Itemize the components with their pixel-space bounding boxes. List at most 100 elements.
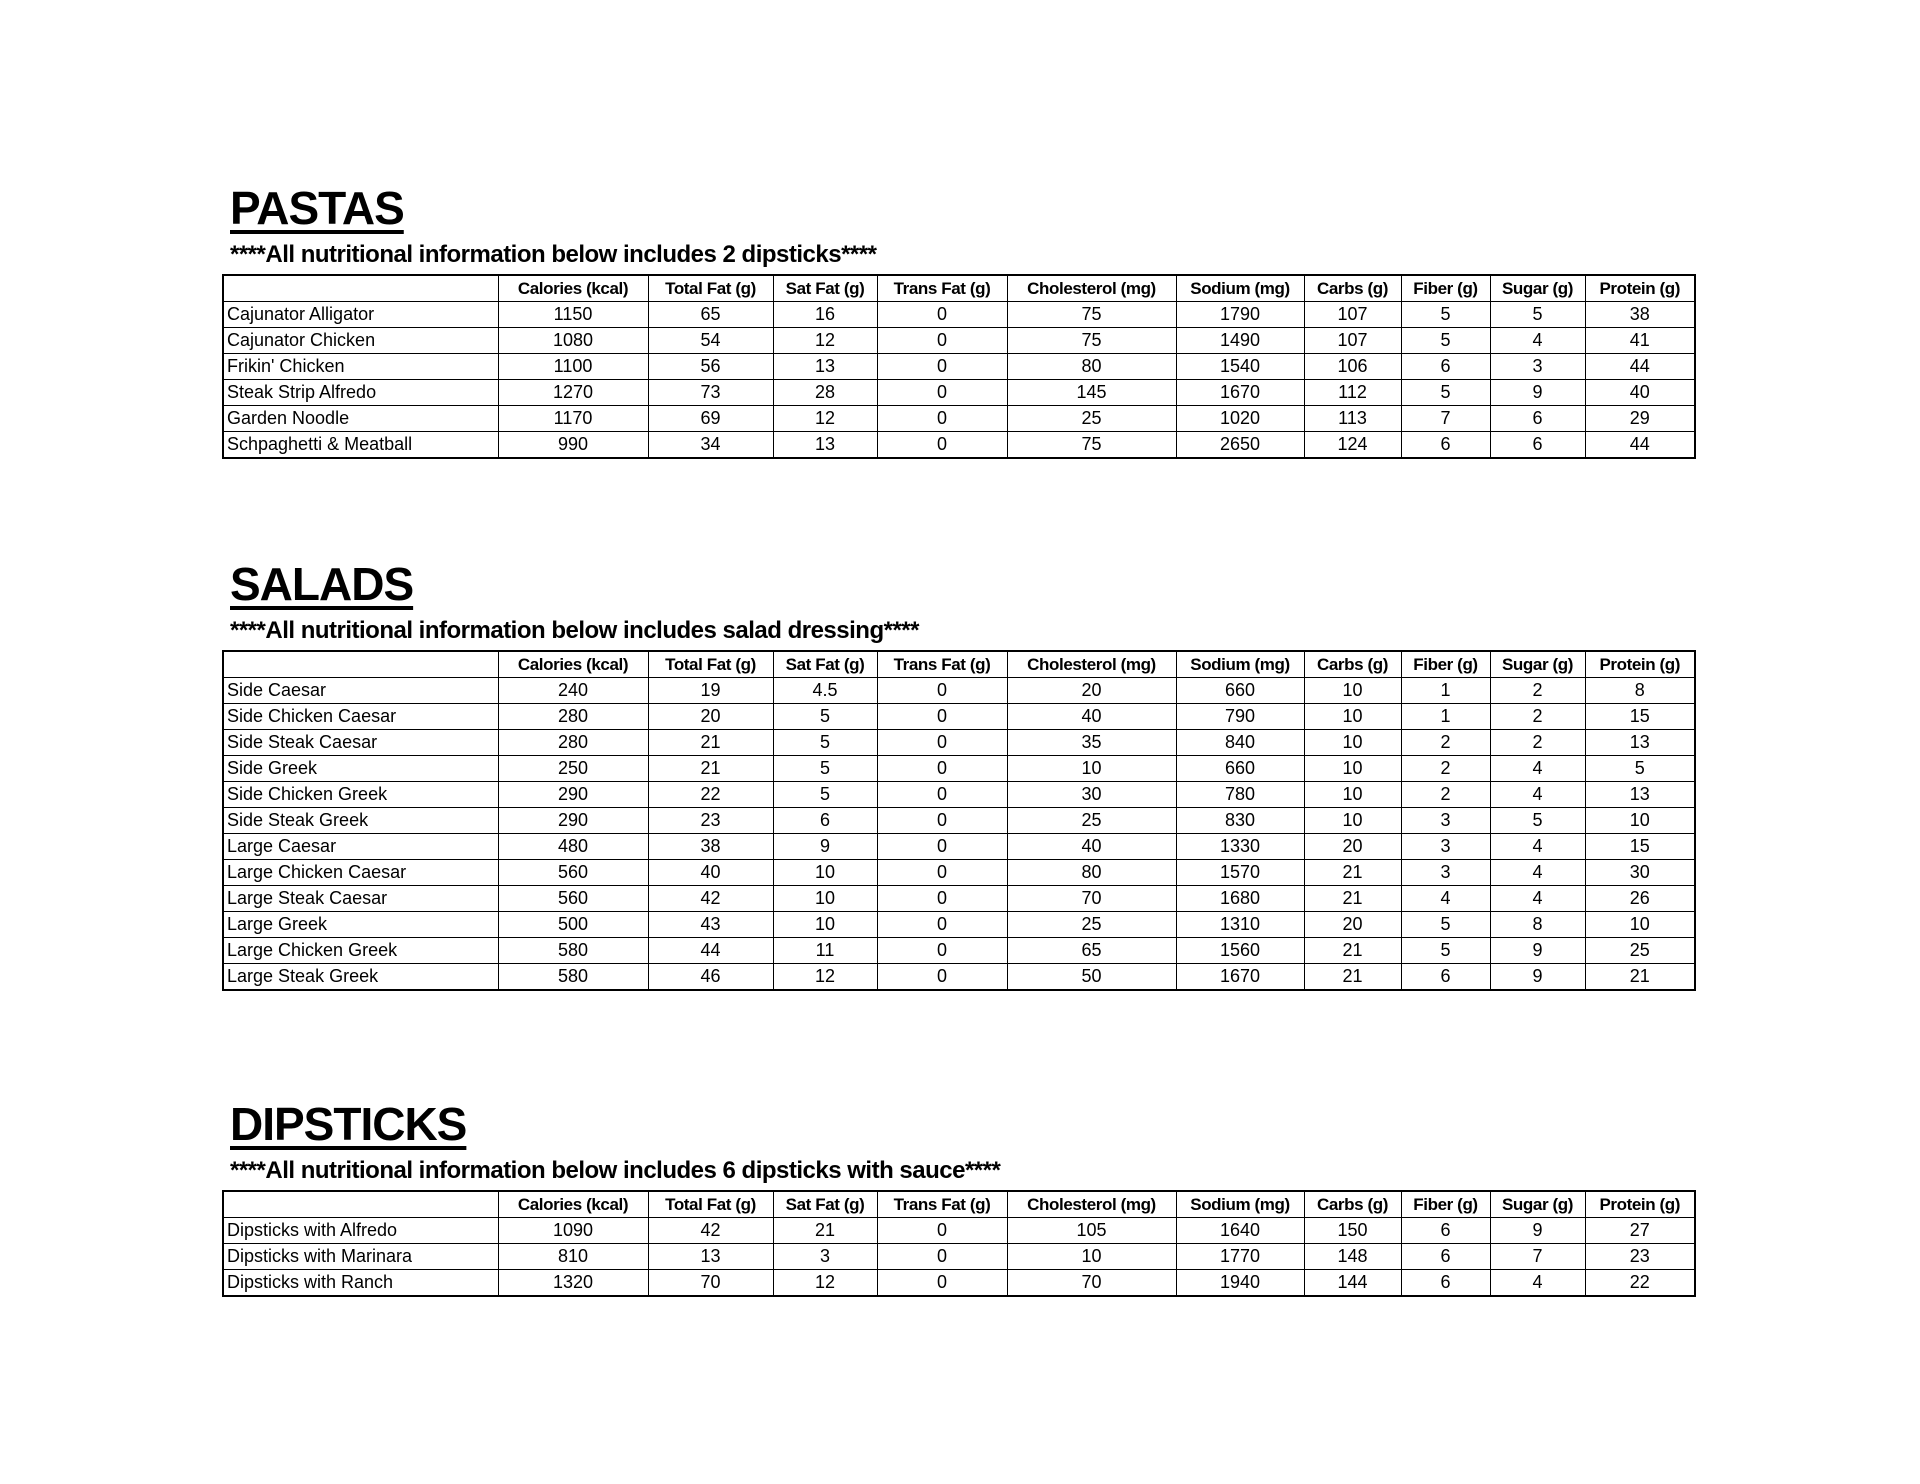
item-name: Large Steak Greek [222, 963, 499, 991]
nutrient-value: 13 [1584, 729, 1696, 756]
nutrient-value: 5 [1400, 301, 1491, 328]
nutrient-value: 30 [1006, 781, 1177, 808]
nutrient-value: 10 [1303, 781, 1402, 808]
nutrient-value: 9 [1489, 1217, 1586, 1244]
nutrient-value: 0 [876, 1269, 1008, 1297]
nutrient-value: 5 [1400, 379, 1491, 406]
nutrient-value: 21 [647, 755, 774, 782]
blank-header [223, 651, 498, 678]
table-row: Side Chicken Greek 290 22 5 0 30 780 10 2 4 13 [222, 781, 1696, 808]
nutrient-value: 2 [1489, 677, 1586, 704]
item-name: Cajunator Chicken [222, 327, 499, 354]
nutrition-table: Calories (kcal) Total Fat (g) Sat Fat (g) T… [222, 274, 1696, 459]
nutrient-value: 8 [1489, 911, 1586, 938]
nutrient-value: 10 [1584, 807, 1696, 834]
nutrient-value: 6 [1400, 1243, 1491, 1270]
nutrient-value: 3 [772, 1243, 878, 1270]
nutrient-value: 46 [647, 963, 774, 991]
nutrient-value: 30 [1584, 859, 1696, 886]
nutrient-value: 0 [876, 353, 1008, 380]
nutrient-value: 25 [1006, 807, 1177, 834]
nutrient-value: 4 [1489, 885, 1586, 912]
nutrient-value: 25 [1006, 405, 1177, 432]
nutrient-value: 0 [876, 1243, 1008, 1270]
nutrient-value: 75 [1006, 431, 1177, 459]
nutrient-value: 1020 [1175, 405, 1305, 432]
item-name: Dipsticks with Marinara [222, 1243, 499, 1270]
nutrient-value: 1770 [1175, 1243, 1305, 1270]
nutrient-value: 480 [497, 833, 649, 860]
nutrient-value: 107 [1303, 301, 1402, 328]
nutrient-value: 148 [1303, 1243, 1402, 1270]
nutrient-value: 580 [497, 963, 649, 991]
header-row: Calories (kcal) Total Fat (g) Sat Fat (g) T… [223, 650, 1696, 678]
nutrient-value: 5 [1584, 755, 1696, 782]
nutrient-value: 112 [1303, 379, 1402, 406]
column-header: Fiber (g) [1400, 1190, 1491, 1218]
table-row: Steak Strip Alfredo 1270 73 28 0 145 1670 112 5 9… [222, 379, 1696, 406]
nutrient-value: 12 [772, 327, 878, 354]
nutrient-value: 1640 [1175, 1217, 1305, 1244]
nutrient-value: 12 [772, 405, 878, 432]
nutrient-value: 21 [647, 729, 774, 756]
nutrient-value: 1 [1400, 677, 1491, 704]
section-title: SALADS [230, 558, 414, 610]
column-header: Sugar (g) [1489, 274, 1586, 302]
nutrient-value: 3 [1400, 833, 1491, 860]
nutrient-value: 26 [1584, 885, 1696, 912]
item-name: Side Chicken Caesar [222, 703, 499, 730]
nutrient-value: 1560 [1175, 937, 1305, 964]
item-name: Side Greek [222, 755, 499, 782]
nutrient-value: 42 [647, 885, 774, 912]
column-header: Trans Fat (g) [876, 650, 1008, 678]
column-header: Carbs (g) [1303, 1190, 1402, 1218]
nutrient-value: 65 [647, 301, 774, 328]
column-header: Sodium (mg) [1175, 1190, 1305, 1218]
nutrient-value: 10 [772, 885, 878, 912]
item-name: Side Steak Caesar [222, 729, 499, 756]
nutrient-value: 70 [1006, 885, 1177, 912]
nutrient-value: 0 [876, 301, 1008, 328]
nutrient-value: 7 [1489, 1243, 1586, 1270]
nutrient-value: 1540 [1175, 353, 1305, 380]
item-name: Side Caesar [222, 677, 499, 704]
nutrient-value: 19 [647, 677, 774, 704]
nutrient-value: 13 [1584, 781, 1696, 808]
nutrient-value: 10 [1584, 911, 1696, 938]
nutrient-value: 20 [1303, 911, 1402, 938]
table-row: Cajunator Chicken 1080 54 12 0 75 1490 107 5 4 41 [222, 327, 1696, 354]
nutrient-value: 20 [647, 703, 774, 730]
nutrient-value: 70 [1006, 1269, 1177, 1297]
nutrient-value: 34 [647, 431, 774, 459]
nutrient-value: 38 [647, 833, 774, 860]
nutrient-value: 280 [497, 729, 649, 756]
nutrient-value: 10 [1303, 807, 1402, 834]
nutrient-value: 5 [1400, 937, 1491, 964]
column-header: Trans Fat (g) [876, 1190, 1008, 1218]
nutrient-value: 1670 [1175, 963, 1305, 991]
nutrient-value: 660 [1175, 677, 1305, 704]
nutrient-value: 40 [647, 859, 774, 886]
nutrient-value: 3 [1400, 859, 1491, 886]
nutrient-value: 43 [647, 911, 774, 938]
nutrient-value: 840 [1175, 729, 1305, 756]
nutrition-table: Calories (kcal) Total Fat (g) Sat Fat (g) T… [222, 1190, 1696, 1297]
table-row: Cajunator Alligator 1150 65 16 0 75 1790 107 5 5 3… [222, 301, 1696, 328]
nutrient-value: 12 [772, 963, 878, 991]
nutrient-value: 65 [1006, 937, 1177, 964]
item-name: Large Steak Caesar [222, 885, 499, 912]
nutrient-value: 1 [1400, 703, 1491, 730]
nutrient-value: 9 [1489, 379, 1586, 406]
nutrient-value: 44 [1584, 431, 1696, 459]
column-header: Sat Fat (g) [772, 274, 878, 302]
nutrient-value: 9 [1489, 963, 1586, 991]
nutrient-value: 990 [497, 431, 649, 459]
nutrient-value: 44 [1584, 353, 1696, 380]
nutrient-value: 6 [1400, 963, 1491, 991]
nutrient-value: 3 [1400, 807, 1491, 834]
item-name: Steak Strip Alfredo [222, 379, 499, 406]
column-header: Sat Fat (g) [772, 650, 878, 678]
nutrient-value: 22 [1584, 1269, 1696, 1297]
nutrient-value: 5 [1400, 327, 1491, 354]
nutrient-value: 2 [1400, 729, 1491, 756]
